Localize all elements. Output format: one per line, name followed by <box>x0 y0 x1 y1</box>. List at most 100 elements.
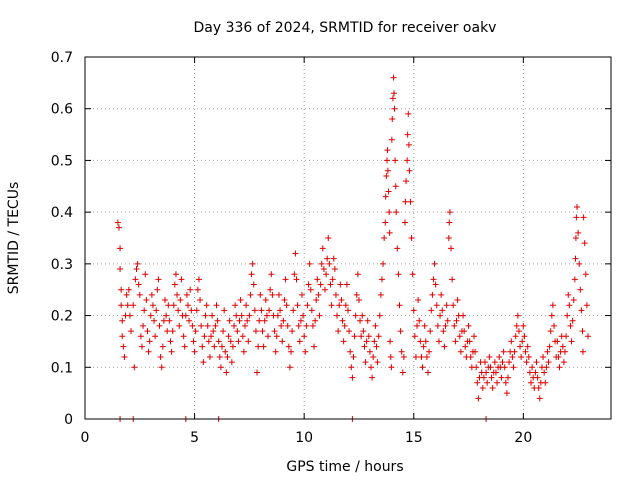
data-point <box>543 364 550 371</box>
data-point <box>218 343 225 350</box>
data-point <box>473 364 480 371</box>
data-point <box>304 302 311 309</box>
data-point <box>448 245 455 252</box>
data-point <box>417 338 424 345</box>
data-point <box>566 302 573 309</box>
data-point <box>203 302 210 309</box>
data-point <box>259 328 266 335</box>
data-point <box>424 369 431 376</box>
data-point <box>136 291 143 298</box>
data-point <box>577 286 584 293</box>
data-point <box>141 307 148 314</box>
data-point <box>496 353 503 360</box>
data-point <box>232 302 239 309</box>
data-point <box>267 286 274 293</box>
data-point <box>368 364 375 371</box>
data-point <box>370 353 377 360</box>
data-point <box>561 348 568 355</box>
data-point <box>411 333 418 340</box>
data-point <box>147 312 154 319</box>
data-point <box>256 317 263 324</box>
data-point <box>327 281 334 288</box>
data-point <box>359 312 366 319</box>
data-point <box>339 317 346 324</box>
data-point <box>337 281 344 288</box>
y-tick-label: 0.5 <box>51 153 73 169</box>
data-point <box>410 307 417 314</box>
data-point <box>466 338 473 345</box>
data-point <box>374 359 381 366</box>
data-point <box>581 240 588 247</box>
data-point <box>416 317 423 324</box>
data-point <box>511 348 518 355</box>
data-point <box>546 343 553 350</box>
x-axis-label: GPS time / hours <box>286 459 403 475</box>
data-point <box>453 317 460 324</box>
data-point <box>313 297 320 304</box>
data-point <box>349 374 356 381</box>
data-point <box>375 333 382 340</box>
data-point <box>381 235 388 241</box>
data-point <box>569 317 576 324</box>
data-point <box>236 317 243 324</box>
data-point <box>369 374 376 381</box>
data-point <box>137 333 144 340</box>
data-point <box>523 359 530 366</box>
data-point <box>536 395 543 402</box>
data-point <box>481 359 488 366</box>
data-point <box>275 291 282 298</box>
data-point <box>488 374 495 381</box>
data-point <box>524 343 531 350</box>
data-point <box>245 338 252 345</box>
data-point <box>325 235 332 241</box>
data-point <box>388 364 395 371</box>
data-point <box>118 286 125 293</box>
data-point <box>223 369 230 376</box>
data-point <box>422 338 429 345</box>
data-point <box>547 328 554 335</box>
data-point <box>220 328 227 335</box>
data-point <box>400 353 407 360</box>
data-point <box>452 338 459 345</box>
data-point <box>383 172 390 179</box>
data-point <box>277 307 284 314</box>
data-point <box>170 302 177 309</box>
data-point <box>171 281 178 288</box>
data-point <box>415 297 422 304</box>
data-point <box>191 348 198 355</box>
x-tick-label: 15 <box>405 430 423 446</box>
data-point <box>120 343 127 350</box>
data-point <box>371 338 378 345</box>
y-tick-label: 0.6 <box>51 102 73 118</box>
y-tick-label: 0.1 <box>51 360 73 376</box>
data-point <box>241 322 248 329</box>
data-point <box>404 157 411 164</box>
data-point <box>166 317 173 324</box>
data-point <box>297 317 304 324</box>
data-point <box>549 302 556 309</box>
data-point <box>354 271 361 278</box>
data-point <box>499 359 506 366</box>
data-point <box>545 359 552 366</box>
y-tick-label: 0.4 <box>51 205 73 221</box>
data-point <box>180 333 187 340</box>
data-point <box>216 353 223 360</box>
data-point <box>571 276 578 283</box>
data-point <box>510 364 517 371</box>
data-point <box>541 369 548 376</box>
data-point <box>249 260 256 267</box>
data-points <box>114 74 591 422</box>
data-point <box>412 353 419 360</box>
data-point <box>432 281 439 288</box>
data-point <box>343 281 350 288</box>
data-point <box>391 90 398 97</box>
data-point <box>334 312 341 319</box>
data-point <box>138 343 145 350</box>
plot-frame <box>84 56 612 420</box>
data-point <box>279 338 286 345</box>
y-axis-label: SRMTID / TECUs <box>6 182 22 295</box>
data-point <box>244 317 251 324</box>
data-point <box>446 219 453 226</box>
data-point <box>238 312 245 319</box>
data-point <box>438 291 445 298</box>
